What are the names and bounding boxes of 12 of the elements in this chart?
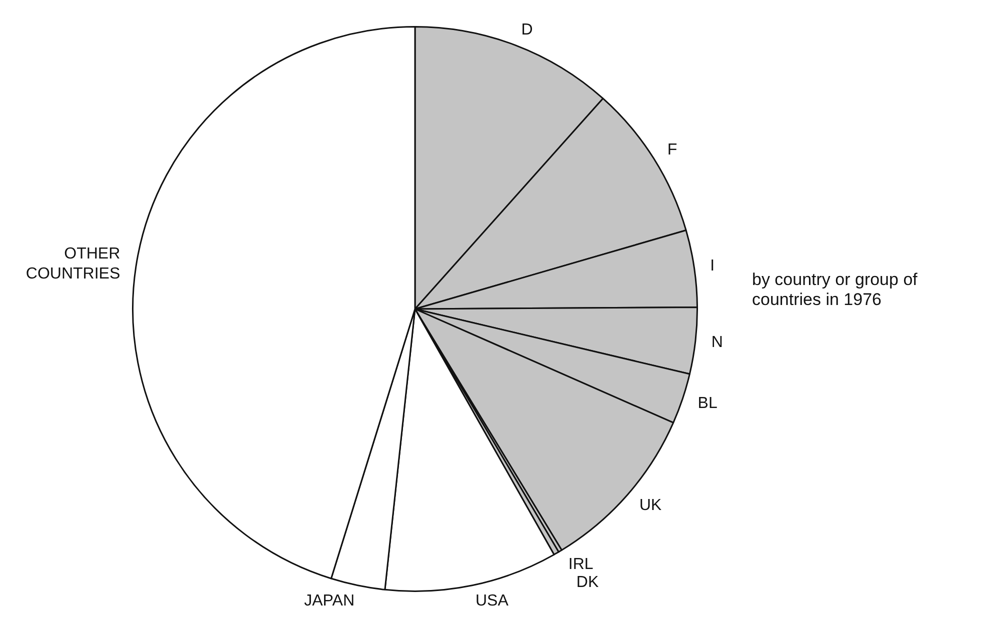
slice-label: D: [521, 22, 533, 39]
slice-label: BL: [698, 395, 718, 412]
slice-label: USA: [475, 592, 509, 610]
slice-label: F: [667, 141, 678, 158]
slice-label: JAPAN: [304, 592, 355, 610]
slice-label: N: [711, 334, 723, 352]
slice-label: OTHER COUNTRIES: [26, 246, 120, 283]
slice-label: DK: [576, 574, 599, 592]
slice-label: UK: [639, 496, 662, 514]
text: by country or group of countries in 1976: [752, 270, 918, 310]
slice-label: IRL: [568, 556, 594, 574]
slice-label: I: [710, 257, 715, 274]
